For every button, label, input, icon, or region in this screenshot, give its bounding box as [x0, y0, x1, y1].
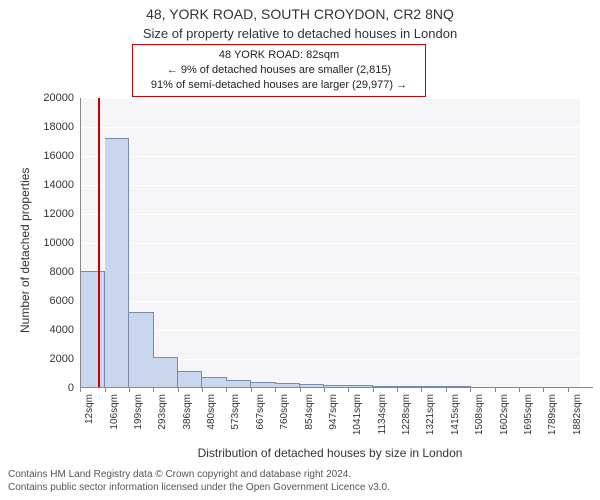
y-axis-label: Number of detached properties: [18, 168, 32, 333]
gridline: [80, 98, 580, 99]
histogram-bar: [153, 357, 178, 388]
y-axis: [80, 98, 81, 388]
xtick-mark: [80, 388, 81, 392]
ytick-label: 10000: [34, 237, 74, 249]
title-main: 48, YORK ROAD, SOUTH CROYDON, CR2 8NQ: [0, 6, 600, 22]
xtick-label: 1321sqm: [425, 394, 436, 454]
plot-area: [80, 98, 580, 388]
xtick-mark: [178, 388, 179, 392]
gridline: [80, 185, 580, 186]
xtick-label: 947sqm: [328, 394, 339, 454]
xtick-mark: [251, 388, 252, 392]
xtick-mark: [543, 388, 544, 392]
xtick-mark: [519, 388, 520, 392]
histogram-bar: [80, 271, 105, 388]
ytick-label: 0: [34, 382, 74, 394]
xtick-mark: [495, 388, 496, 392]
gridline: [80, 243, 580, 244]
annotation-line-2: ← 9% of detached houses are smaller (2,8…: [139, 63, 419, 78]
x-axis: [80, 387, 580, 388]
annotation-line-1: 48 YORK ROAD: 82sqm: [139, 48, 419, 63]
xtick-label: 1508sqm: [474, 394, 485, 454]
ytick-label: 2000: [34, 353, 74, 365]
gridline: [80, 330, 580, 331]
xtick-mark: [153, 388, 154, 392]
ytick-label: 20000: [34, 92, 74, 104]
xtick-label: 1602sqm: [499, 394, 510, 454]
ytick-label: 8000: [34, 266, 74, 278]
histogram-bar: [178, 371, 203, 388]
xtick-mark: [446, 388, 447, 392]
xtick-label: 480sqm: [206, 394, 217, 454]
xtick-mark: [348, 388, 349, 392]
xtick-label: 573sqm: [230, 394, 241, 454]
xtick-mark: [129, 388, 130, 392]
attribution: Contains HM Land Registry data © Crown c…: [8, 468, 390, 494]
gridline: [80, 388, 580, 389]
xtick-label: 760sqm: [279, 394, 290, 454]
gridline: [80, 127, 580, 128]
property-marker-line: [98, 98, 100, 388]
annotation-line-3: 91% of semi-detached houses are larger (…: [139, 78, 419, 93]
xtick-label: 293sqm: [157, 394, 168, 454]
xtick-mark: [373, 388, 374, 392]
xtick-mark: [421, 388, 422, 392]
ytick-label: 16000: [34, 150, 74, 162]
xtick-mark: [470, 388, 471, 392]
xtick-mark: [105, 388, 106, 392]
xtick-mark: [568, 388, 569, 392]
xtick-label: 199sqm: [133, 394, 144, 454]
annotation-box: 48 YORK ROAD: 82sqm ← 9% of detached hou…: [132, 44, 426, 97]
histogram-bar: [105, 138, 130, 388]
x-axis-label: Distribution of detached houses by size …: [80, 446, 580, 460]
xtick-mark: [226, 388, 227, 392]
xtick-label: 854sqm: [304, 394, 315, 454]
xtick-label: 12sqm: [84, 394, 95, 454]
gridline: [80, 272, 580, 273]
xtick-label: 1695sqm: [523, 394, 534, 454]
xtick-mark: [397, 388, 398, 392]
histogram-bar: [129, 312, 154, 388]
ytick-label: 18000: [34, 121, 74, 133]
xtick-mark: [324, 388, 325, 392]
xtick-label: 1134sqm: [377, 394, 388, 454]
xtick-mark: [275, 388, 276, 392]
xtick-label: 386sqm: [182, 394, 193, 454]
title-sub: Size of property relative to detached ho…: [0, 26, 600, 41]
ytick-label: 6000: [34, 295, 74, 307]
gridline: [80, 301, 580, 302]
xtick-label: 1882sqm: [572, 394, 583, 454]
xtick-label: 1041sqm: [352, 394, 363, 454]
xtick-mark: [300, 388, 301, 392]
ytick-label: 12000: [34, 208, 74, 220]
gridline: [80, 214, 580, 215]
attribution-line-1: Contains HM Land Registry data © Crown c…: [8, 468, 390, 481]
chart-container: 48, YORK ROAD, SOUTH CROYDON, CR2 8NQ Si…: [0, 0, 600, 500]
xtick-label: 667sqm: [255, 394, 266, 454]
ytick-label: 4000: [34, 324, 74, 336]
xtick-label: 1789sqm: [547, 394, 558, 454]
xtick-mark: [202, 388, 203, 392]
attribution-line-2: Contains public sector information licen…: [8, 481, 390, 494]
xtick-label: 1415sqm: [450, 394, 461, 454]
gridline: [80, 156, 580, 157]
ytick-label: 14000: [34, 179, 74, 191]
xtick-label: 1228sqm: [401, 394, 412, 454]
xtick-label: 106sqm: [109, 394, 120, 454]
